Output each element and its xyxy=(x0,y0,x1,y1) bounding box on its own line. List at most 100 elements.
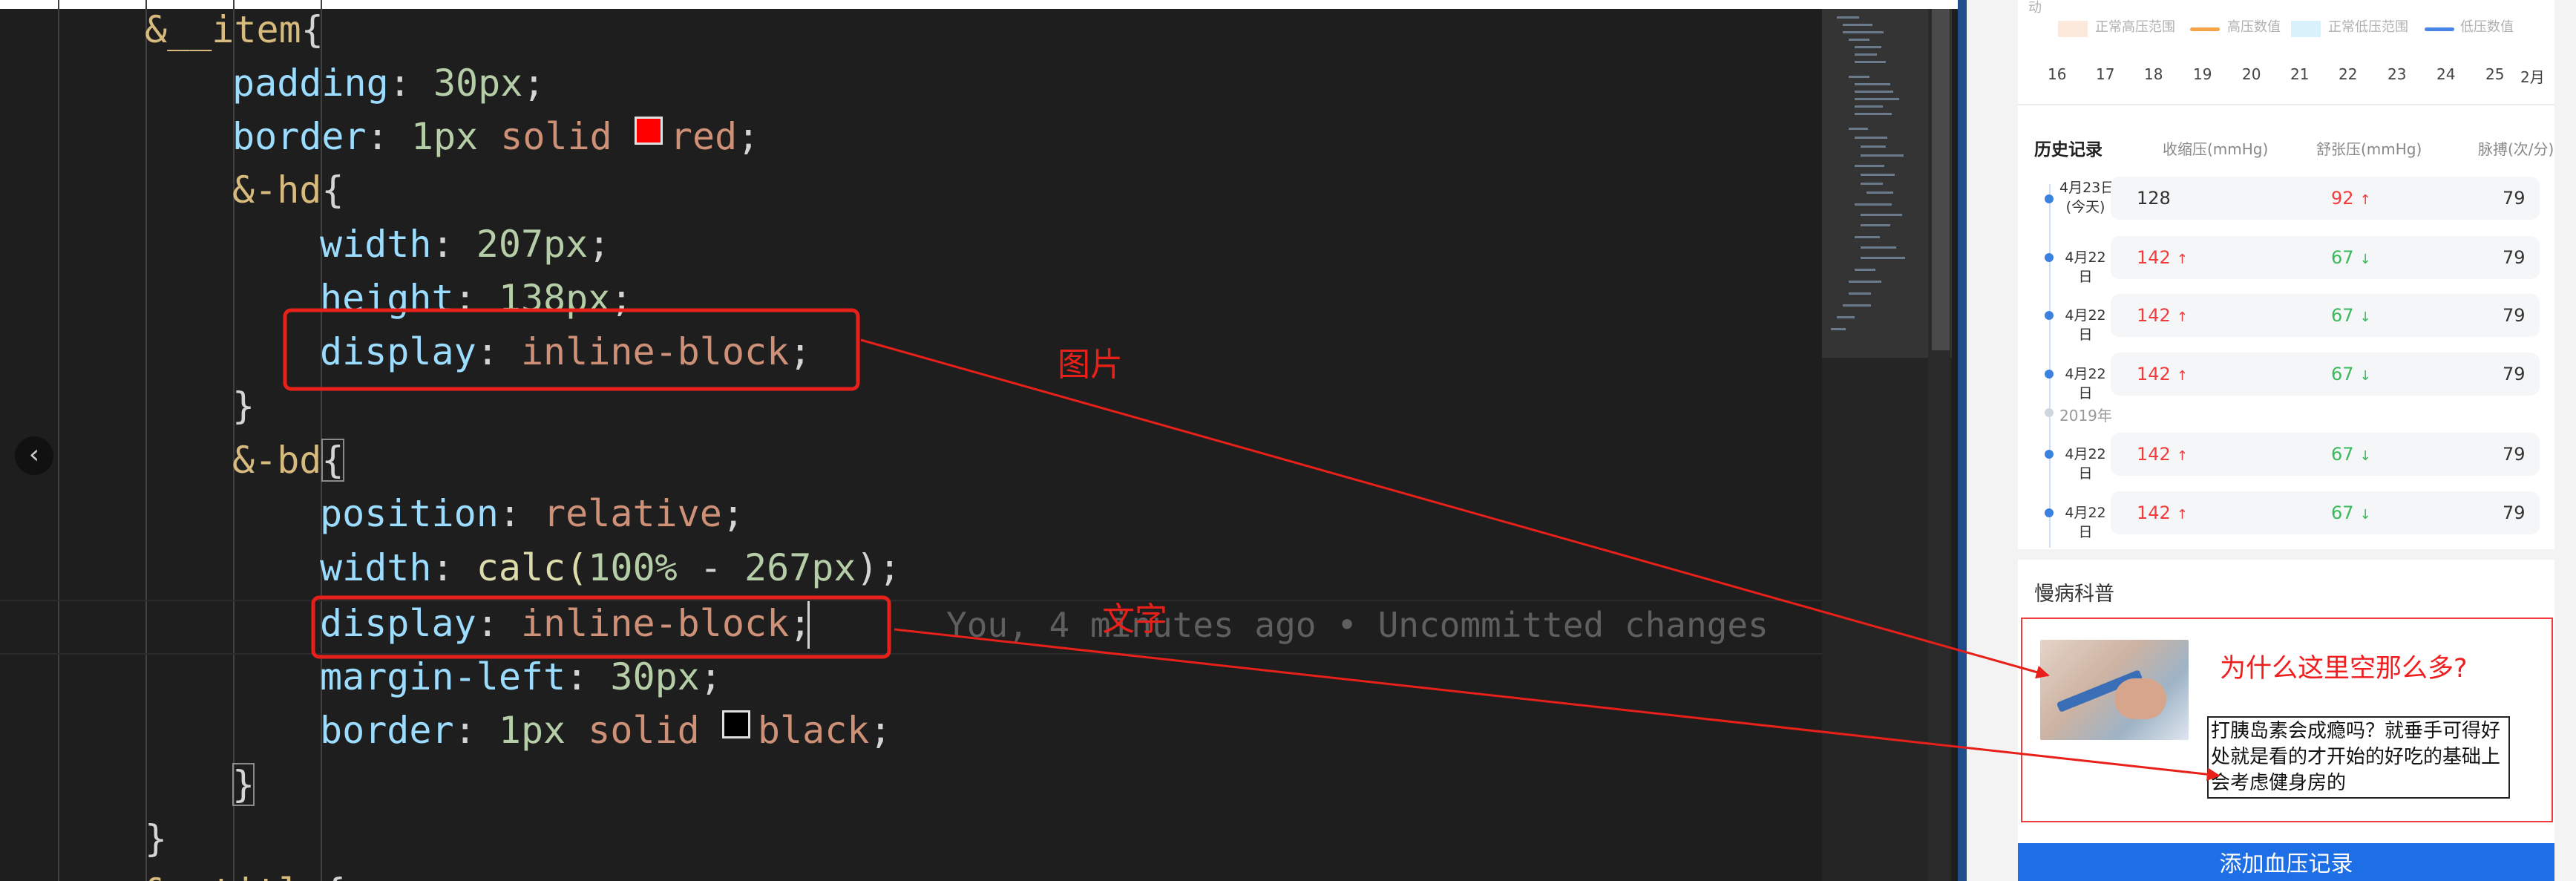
code-line[interactable]: display: inline-block; xyxy=(320,330,812,373)
arrow-down-icon: ↓ xyxy=(2359,252,2371,267)
arrow-up-icon: ↑ xyxy=(2176,310,2188,325)
code-line[interactable]: &__item{ xyxy=(145,3,324,56)
code-line[interactable]: } xyxy=(145,812,167,865)
article-question: 为什么这里空那么多? xyxy=(2220,654,2468,684)
timeline-dot xyxy=(2045,253,2054,262)
arrow-down-icon: ↓ xyxy=(2359,368,2371,384)
mobile-preview: 动 正常高压范围 高压数值 正常低压范围 低压数值 16 17 18 19 20… xyxy=(1967,0,2576,881)
legend-label: 高压数值 xyxy=(2227,19,2281,35)
timeline-dot xyxy=(2045,311,2054,320)
row-date: 4月22日 xyxy=(2065,505,2106,540)
arrow-down-icon: ↓ xyxy=(2359,507,2371,523)
code-line[interactable]: &-bd{ xyxy=(232,433,344,487)
css-number: 207px xyxy=(476,223,589,266)
css-color-value: red xyxy=(669,115,738,158)
x-tick-label: 24 xyxy=(2436,65,2456,83)
code-line-current[interactable]: display: inline-block; xyxy=(320,602,812,645)
code-line[interactable]: width: 207px; xyxy=(320,223,611,266)
code-editor[interactable]: &__item{ padding: 30px; border: 1px soli… xyxy=(0,0,1967,881)
pulse-value: 79 xyxy=(2503,247,2526,268)
css-value: inline-block xyxy=(520,330,790,373)
legend-label: 低压数值 xyxy=(2460,19,2514,35)
history-row[interactable] xyxy=(2111,433,2540,476)
x-tick-label: 22 xyxy=(2339,65,2358,83)
git-blame-annotation: You, 4 minutes ago • Uncommitted changes xyxy=(946,605,1769,645)
systolic-value: 142 ↑ xyxy=(2137,444,2188,465)
code-line[interactable]: width: calc(100% - 267px); xyxy=(320,546,901,589)
arrow-up-icon: ↑ xyxy=(2176,368,2188,384)
timeline-dot xyxy=(2045,450,2054,459)
code-line[interactable]: &__title{ xyxy=(145,865,346,881)
x-tick-label: 23 xyxy=(2387,65,2407,83)
css-selector: &__item xyxy=(145,8,301,51)
diastolic-value: 67 ↓ xyxy=(2331,364,2371,384)
css-number: 100% xyxy=(588,546,678,589)
code-line[interactable]: &-hd{ xyxy=(232,168,344,212)
hand-graphic xyxy=(2114,678,2166,719)
diastolic-value: 67 ↓ xyxy=(2331,502,2371,523)
history-row[interactable] xyxy=(2111,353,2540,396)
history-row[interactable] xyxy=(2111,177,2540,220)
color-swatch-black[interactable] xyxy=(721,710,750,738)
css-property: padding xyxy=(232,62,389,105)
code-line[interactable]: } xyxy=(232,379,255,433)
article-thumbnail[interactable] xyxy=(2040,640,2189,740)
arrow-up-icon: ↑ xyxy=(2176,448,2188,464)
systolic-value: 128 xyxy=(2137,188,2171,209)
history-row[interactable] xyxy=(2111,236,2540,279)
systolic-value: 142 ↑ xyxy=(2137,502,2188,523)
x-tick-label: 20 xyxy=(2242,65,2261,83)
code-line[interactable]: padding: 30px; xyxy=(232,62,545,105)
systolic-value: 142 ↑ xyxy=(2137,247,2188,268)
article-summary[interactable]: 打胰岛素会成瘾吗？就垂手可得好处就是看的才开始的好吃的基础上会考虑健身房的 xyxy=(2207,716,2510,799)
arrow-down-icon: ↓ xyxy=(2359,448,2371,464)
code-line[interactable]: height: 138px; xyxy=(320,277,633,320)
code-line[interactable]: } xyxy=(232,758,255,811)
code-line[interactable]: position: relative; xyxy=(320,492,744,535)
code-line[interactable]: border: 1px solid black; xyxy=(320,709,892,752)
legend-swatch-low-range xyxy=(2291,21,2321,37)
arrow-down-icon: ↓ xyxy=(2359,310,2371,325)
editor-top-strip xyxy=(0,0,1967,9)
row-date: 4月23日 (今天) xyxy=(2059,180,2115,215)
section-divider xyxy=(2018,104,2554,105)
css-number: 1px xyxy=(498,709,566,752)
code-line[interactable]: margin-left: 30px; xyxy=(320,655,722,698)
row-date: 4月22日 xyxy=(2065,366,2106,402)
timeline-line xyxy=(2049,184,2051,548)
text-cursor xyxy=(807,601,810,649)
code-line[interactable]: border: 1px solid red; xyxy=(232,115,760,158)
diastolic-value: 67 ↓ xyxy=(2331,247,2371,268)
arrow-up-icon: ↑ xyxy=(2359,192,2371,208)
css-property: border xyxy=(320,709,454,752)
color-swatch-red[interactable] xyxy=(634,117,663,145)
scrollbar-thumb[interactable] xyxy=(1932,9,1950,350)
history-row[interactable] xyxy=(2111,491,2540,534)
css-value: inline-block xyxy=(520,602,790,645)
legend-cut-label: 动 xyxy=(2028,0,2042,16)
timeline-year-dot xyxy=(2045,408,2054,417)
preview-page: 动 正常高压范围 高压数值 正常低压范围 低压数值 16 17 18 19 20… xyxy=(2018,0,2554,881)
legend-label: 正常高压范围 xyxy=(2095,19,2175,35)
arrow-up-icon: ↑ xyxy=(2176,507,2188,523)
legend-line-high xyxy=(2190,27,2220,31)
column-header-systolic: 收缩压(mmHg) xyxy=(2163,140,2269,158)
collapse-chevron-icon[interactable]: ‹ xyxy=(15,436,53,475)
legend-line-low xyxy=(2425,27,2454,31)
indent-guide xyxy=(58,0,59,881)
timeline-dot xyxy=(2045,508,2054,517)
css-selector: &-bd xyxy=(232,439,322,482)
row-date: 4月22日 xyxy=(2065,446,2106,482)
add-blood-pressure-button[interactable]: 添加血压记录 xyxy=(2018,843,2554,881)
css-property: width xyxy=(320,223,432,266)
brace: { xyxy=(301,8,324,51)
css-number: 267px xyxy=(744,546,856,589)
css-function: calc( xyxy=(476,546,589,589)
css-selector: &__title xyxy=(145,871,324,881)
history-title: 历史记录 xyxy=(2034,140,2103,160)
pulse-value: 79 xyxy=(2503,305,2526,326)
panel-divider[interactable] xyxy=(1958,0,1967,881)
history-row[interactable] xyxy=(2111,294,2540,337)
pulse-value: 79 xyxy=(2503,364,2526,384)
x-tick-label: 17 xyxy=(2096,65,2115,83)
